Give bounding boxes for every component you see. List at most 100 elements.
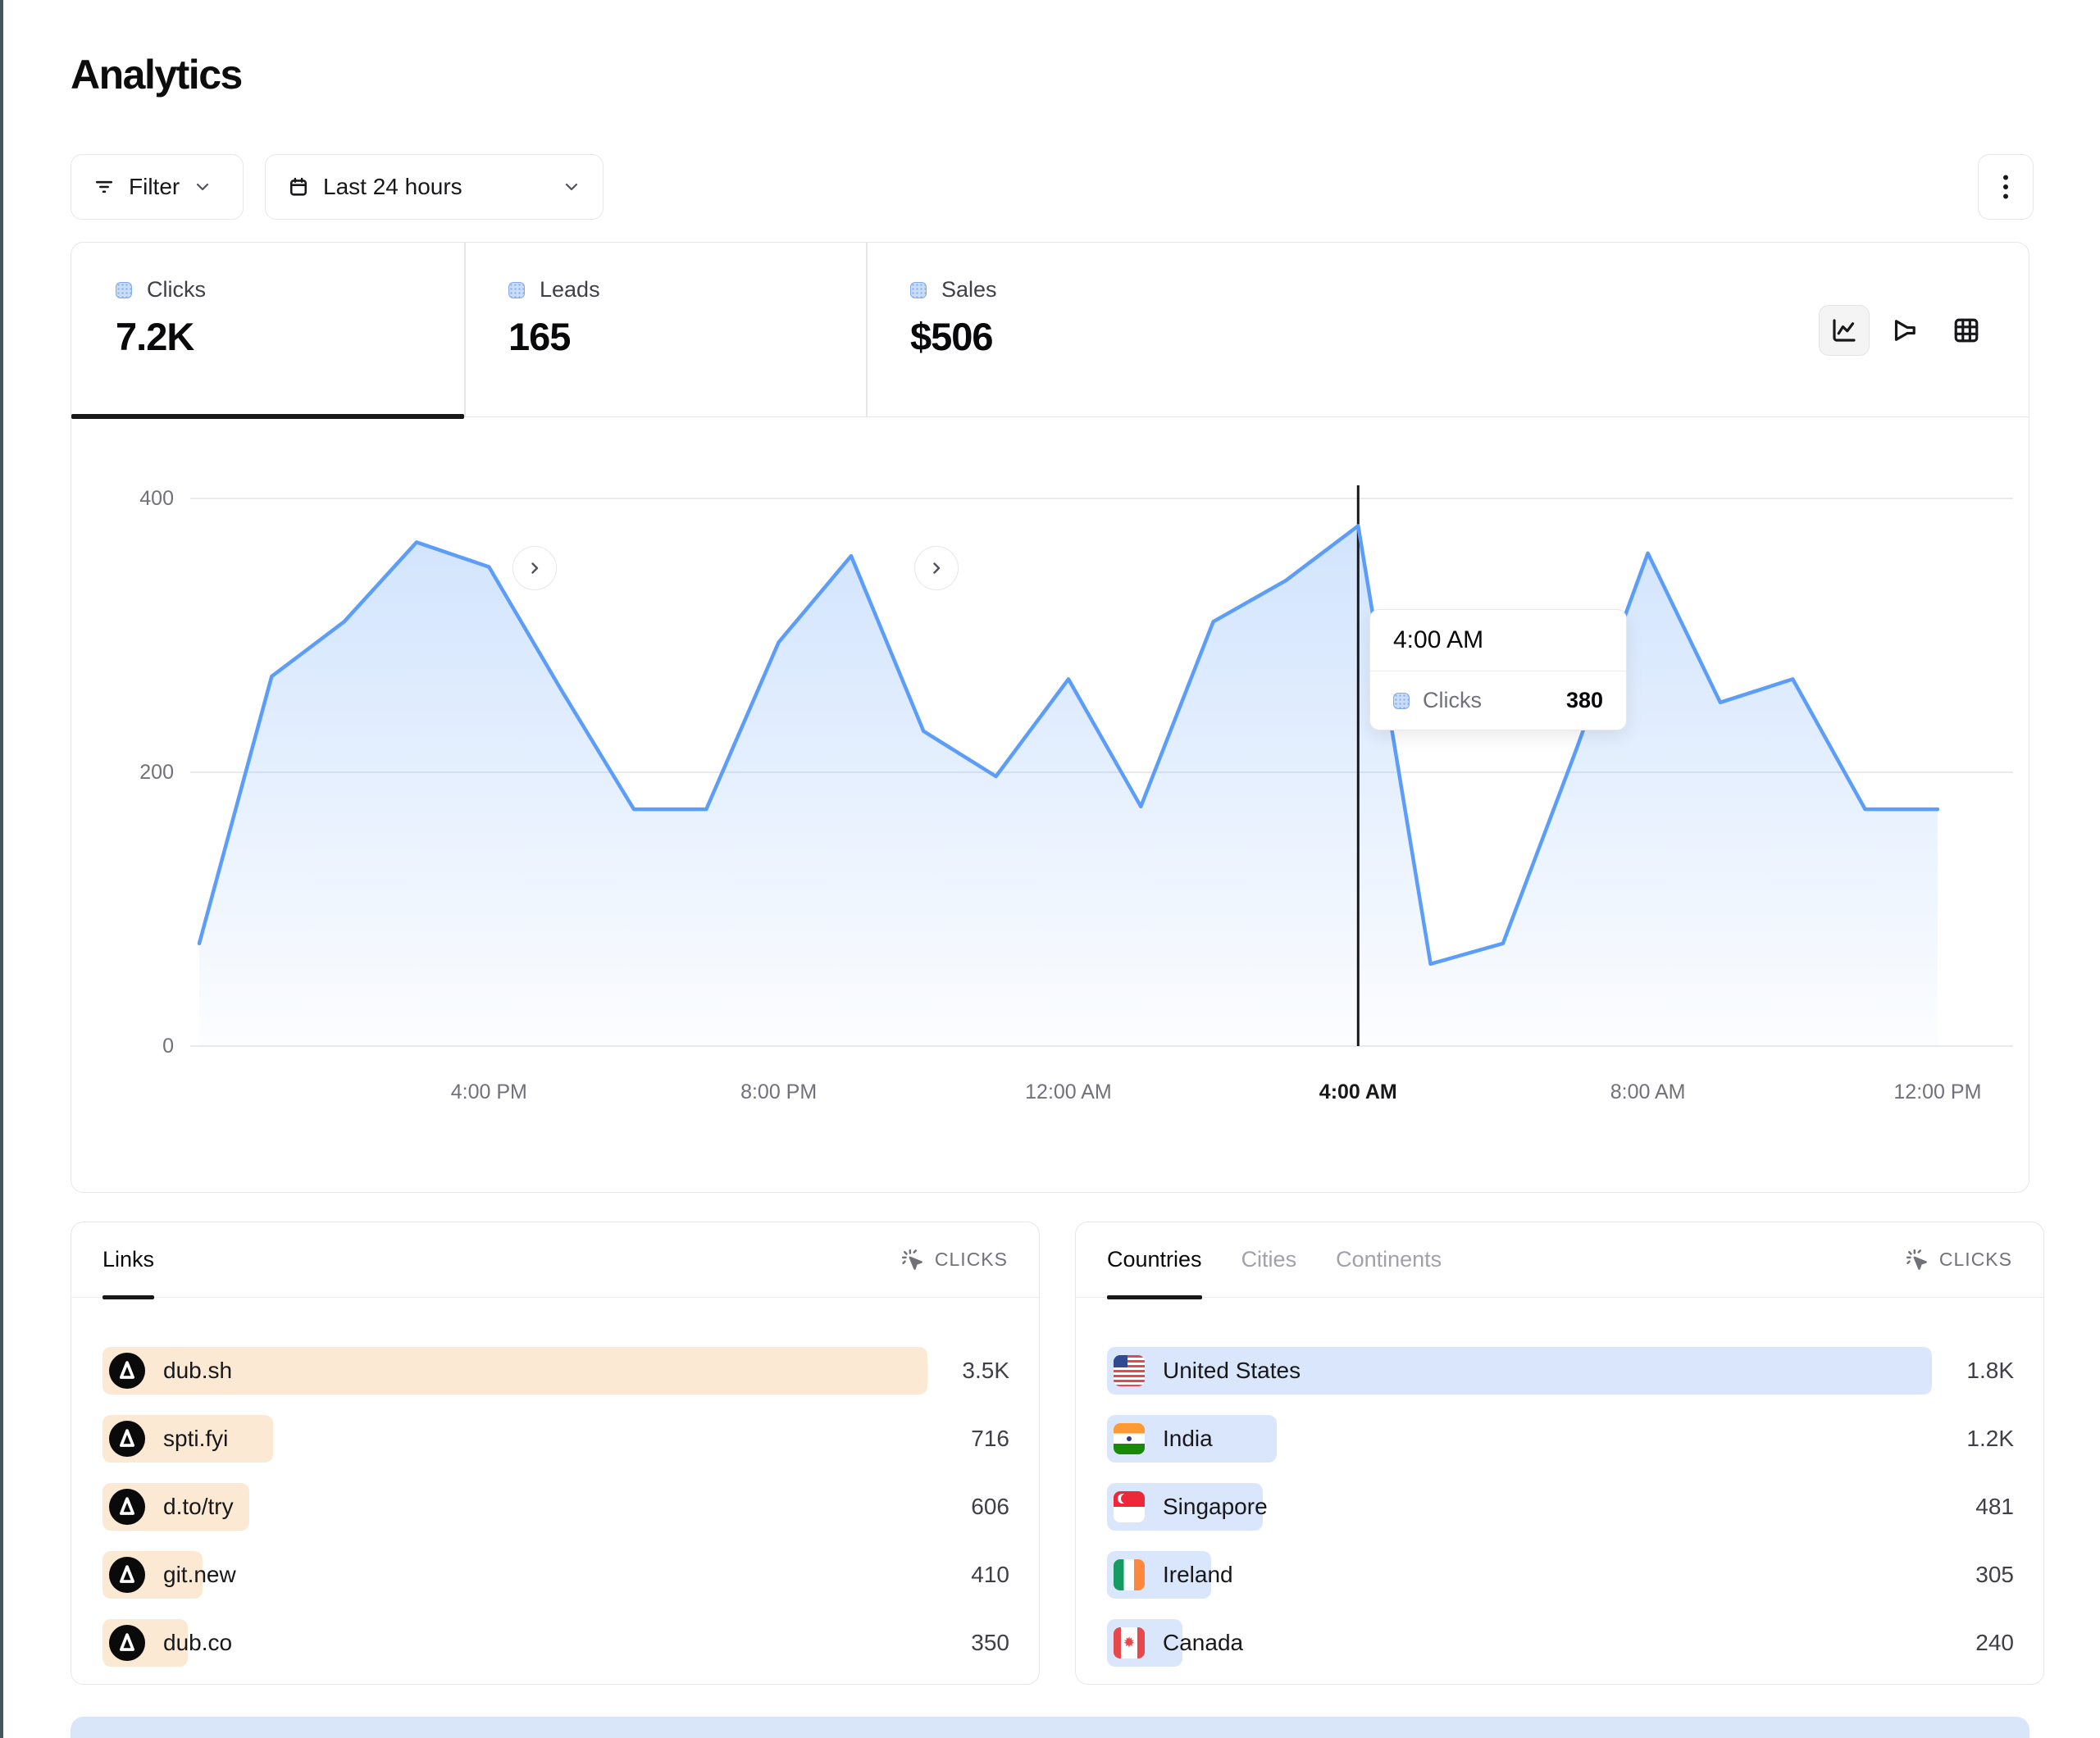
y-axis-tick-label: 200 (139, 761, 174, 784)
flag-icon-in (1114, 1423, 1145, 1454)
calendar-icon (287, 175, 310, 198)
stat-tab-sales[interactable]: Sales $506 (866, 243, 1325, 417)
x-axis-tick-label: 12:00 PM (1893, 1081, 1982, 1103)
window-edge-strip (0, 0, 3, 1738)
chart-tooltip: 4:00 AM Clicks 380 (1369, 609, 1627, 730)
row-value: 350 (971, 1630, 1009, 1655)
next-section-peek (71, 1717, 2029, 1738)
flag-icon-us (1114, 1355, 1145, 1386)
value-bar (1107, 1347, 1933, 1394)
chart-view-funnel-toggle[interactable] (1879, 305, 1930, 356)
links-card: Links CLICKS dub.sh 3.5K spti.fyi 716 d.to/t… (71, 1222, 1040, 1685)
links-rows: dub.sh 3.5K spti.fyi 716 d.to/try 606 git.new 4… (102, 1347, 1009, 1667)
clicks-tab-value: 7.2K (116, 315, 194, 358)
dub-logo-icon (109, 1421, 145, 1457)
tooltip-series-chip (1393, 692, 1410, 709)
x-axis-tick-label: 8:00 AM (1610, 1081, 1686, 1103)
row-label: spti.fyi (163, 1426, 229, 1451)
expand-clicks-chevron-button[interactable] (512, 546, 557, 590)
cursor-click-icon (1905, 1248, 1929, 1272)
flag-icon-ie (1114, 1559, 1145, 1590)
links-metric[interactable]: CLICKS (900, 1248, 1008, 1272)
active-tab-underline (71, 414, 464, 419)
tab-divider (464, 243, 466, 417)
row-label: dub.sh (163, 1358, 233, 1383)
row-value: 305 (1975, 1562, 2014, 1587)
clicks-tab-label: Clicks (147, 277, 206, 302)
row-value: 716 (971, 1426, 1009, 1451)
tab-divider (866, 243, 868, 417)
country-row-1[interactable]: India 1.2K (1107, 1415, 2014, 1463)
row-value: 1.8K (1966, 1358, 2014, 1383)
row-label: Canada (1163, 1630, 1244, 1655)
tab-countries[interactable]: Countries (1107, 1222, 1202, 1299)
filter-button[interactable]: Filter (71, 154, 244, 220)
kebab-menu-icon (1995, 175, 2016, 199)
tab-continents[interactable]: Continents (1336, 1247, 1442, 1272)
flag-icon-ca (1114, 1627, 1145, 1658)
grid-table-icon (1952, 316, 1981, 345)
y-axis-tick-label: 400 (139, 487, 174, 510)
stat-tab-leads[interactable]: Leads 165 (464, 243, 866, 417)
country-row-3[interactable]: Ireland 305 (1107, 1551, 2014, 1599)
filter-button-label: Filter (129, 174, 180, 199)
chart-view-line-toggle[interactable] (1819, 305, 1870, 356)
tab-links[interactable]: Links (102, 1222, 155, 1299)
stat-tabs-row: Clicks 7.2K Leads 165 Sales $506 (71, 243, 2029, 590)
country-row-4[interactable]: Canada 240 (1107, 1619, 2014, 1667)
leads-tab-label: Leads (540, 277, 600, 302)
links-metric-label: CLICKS (934, 1249, 1008, 1270)
row-value: 606 (971, 1494, 1009, 1519)
leads-legend-chip (508, 281, 525, 298)
tooltip-time: 4:00 AM (1370, 610, 1626, 671)
x-axis-tick-label: 4:00 PM (450, 1081, 527, 1103)
y-axis-tick-label: 0 (162, 1035, 174, 1058)
country-row-2[interactable]: Singapore 481 (1107, 1483, 2014, 1531)
link-row-4[interactable]: dub.co 350 (102, 1619, 1009, 1667)
countries-rows: United States 1.8K India 1.2K Singapore 481 Ir… (1107, 1347, 2014, 1667)
row-label: Ireland (1163, 1562, 1233, 1587)
row-value: 481 (1975, 1494, 2014, 1519)
sales-tab-value: $506 (910, 315, 994, 358)
chevron-down-icon (562, 177, 581, 197)
row-value: 1.2K (1966, 1426, 2014, 1451)
links-card-header: Links CLICKS (71, 1222, 1039, 1299)
value-bar (102, 1347, 928, 1394)
link-row-0[interactable]: dub.sh 3.5K (102, 1347, 1009, 1394)
row-label: Singapore (1163, 1494, 1268, 1519)
countries-metric[interactable]: CLICKS (1905, 1248, 2012, 1272)
more-options-button[interactable] (1978, 154, 2034, 220)
dub-logo-icon (109, 1489, 145, 1525)
countries-card: Countries Cities Continents CLICKS Unite… (1075, 1222, 2044, 1685)
country-row-0[interactable]: United States 1.8K (1107, 1347, 2014, 1394)
row-value: 410 (971, 1562, 1009, 1587)
chevron-down-icon (193, 177, 212, 197)
page-title: Analytics (71, 52, 243, 98)
leads-tab-value: 165 (508, 315, 571, 358)
x-axis-tick-label: 8:00 PM (740, 1081, 818, 1103)
tooltip-value: 380 (1565, 688, 1603, 712)
row-label: United States (1163, 1358, 1301, 1383)
row-label: d.to/try (163, 1494, 234, 1519)
date-range-button[interactable]: Last 24 hours (265, 154, 604, 220)
area-fill (199, 525, 1938, 1046)
flag-icon-sg (1114, 1491, 1145, 1522)
chart-view-table-toggle[interactable] (1941, 305, 1992, 356)
link-row-2[interactable]: d.to/try 606 (102, 1483, 1009, 1531)
dub-logo-icon (109, 1625, 145, 1661)
link-row-1[interactable]: spti.fyi 716 (102, 1415, 1009, 1463)
tab-cities[interactable]: Cities (1241, 1247, 1297, 1272)
x-axis-tick-label: 12:00 AM (1025, 1081, 1112, 1103)
countries-card-header: Countries Cities Continents CLICKS (1076, 1222, 2043, 1299)
expand-leads-chevron-button[interactable] (914, 546, 959, 590)
date-range-label: Last 24 hours (323, 174, 462, 199)
link-row-3[interactable]: git.new 410 (102, 1551, 1009, 1599)
filter-icon (93, 175, 116, 198)
line-chart-icon (1829, 316, 1859, 345)
dub-logo-icon (109, 1353, 145, 1389)
stat-tab-clicks[interactable]: Clicks 7.2K (71, 243, 464, 419)
row-label: git.new (163, 1562, 236, 1587)
row-label: dub.co (163, 1630, 233, 1655)
tooltip-series-label: Clicks (1423, 688, 1482, 712)
cursor-click-icon (900, 1248, 925, 1272)
